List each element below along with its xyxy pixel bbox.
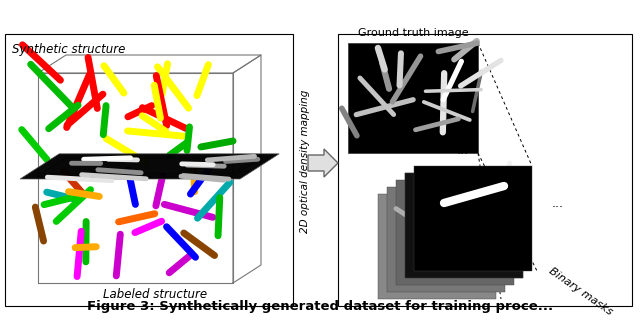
Text: Binary masks: Binary masks [547,266,614,317]
Text: ...: ... [457,144,469,158]
Bar [5,34,293,306]
Bar [405,173,523,278]
Bar [348,43,478,153]
Text: Synthetic structure: Synthetic structure [12,43,125,56]
Text: Figure 3: Synthetically generated dataset for training proce...: Figure 3: Synthetically generated datase… [87,300,553,313]
Text: 2D optical density mapping: 2D optical density mapping [300,89,310,233]
Bar [396,180,514,285]
Bar [405,173,523,278]
Text: ...: ... [552,197,564,210]
Polygon shape [308,149,338,177]
Text: Labeled structure: Labeled structure [103,288,207,301]
Bar [338,34,632,306]
Bar [414,166,532,271]
Text: Ground truth image: Ground truth image [358,28,468,38]
Polygon shape [20,154,279,179]
Bar [378,194,496,299]
Bar [387,187,505,292]
